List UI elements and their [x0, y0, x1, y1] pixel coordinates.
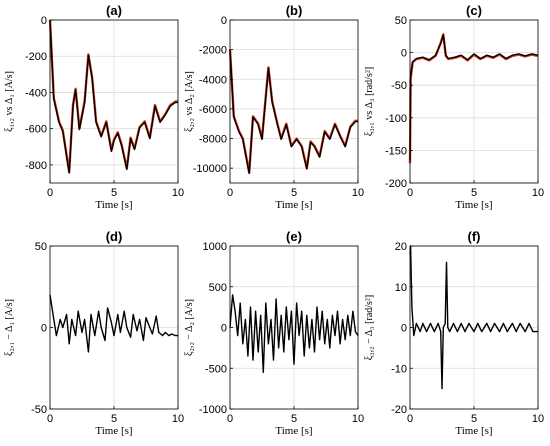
x-tick-label: 5 — [111, 187, 117, 199]
panel-title: (d) — [106, 229, 123, 244]
y-tick-label: -100 — [385, 113, 407, 125]
x-tick-label: 5 — [291, 187, 297, 199]
y-tick-label: -400 — [25, 87, 47, 99]
y-tick-label: 0 — [41, 323, 47, 335]
x-tick-label: 0 — [407, 187, 413, 199]
y-tick-label: 10 — [395, 282, 407, 294]
x-axis-label: Time [s] — [95, 199, 132, 211]
y-axis-label: ξ₃,₂ − Δ₃ [rad/s²] — [364, 295, 375, 361]
panel-e: 0 5 10 1000 500 0 -500 -1000 (e) Time [s] ξ₂,₂ − Δ… — [184, 229, 364, 437]
y-tick-label: -800 — [25, 160, 47, 172]
y-axis-label: ξ₂,₂ vs Δ₂ [A/s] — [184, 71, 195, 132]
x-tick-label: 5 — [471, 413, 477, 425]
x-tick-label: 5 — [291, 413, 297, 425]
panel-title: (b) — [286, 3, 303, 18]
x-tick-label: 0 — [227, 187, 233, 199]
y-tick-label: 0 — [221, 15, 227, 27]
x-tick-label: 10 — [172, 187, 184, 199]
panel-title: (c) — [466, 3, 482, 18]
series-line — [229, 294, 359, 373]
y-axis-label: ξ₂,₂ − Δ₂ [A/s] — [184, 299, 195, 356]
y-tick-label: -10 — [391, 363, 407, 375]
x-axis-label: Time [s] — [275, 425, 312, 437]
y-tick-label: -500 — [205, 363, 227, 375]
series-line — [49, 294, 178, 353]
y-tick-label: -10000 — [193, 163, 227, 175]
x-tick-label: 10 — [532, 187, 544, 199]
x-tick-label: 0 — [47, 413, 53, 425]
y-tick-label: 0 — [401, 323, 407, 335]
y-tick-label: 500 — [209, 282, 227, 294]
y-tick-label: -20 — [391, 404, 407, 416]
y-tick-label: 0 — [221, 323, 227, 335]
y-axis-label: ξ₂,₁ − Δ₁ [A/s] — [4, 299, 15, 356]
x-tick-label: 0 — [47, 187, 53, 199]
y-tick-label: -4000 — [199, 74, 227, 86]
x-axis-label: Time [s] — [95, 425, 132, 437]
y-axis-label: ξ₁,₂ vs Δ₁ [A/s] — [4, 71, 15, 132]
y-tick-label: -2000 — [199, 45, 227, 57]
y-tick-label: -50 — [391, 80, 407, 92]
y-tick-label: 0 — [41, 15, 47, 27]
y-tick-label: 0 — [401, 48, 407, 60]
panel-title: (f) — [468, 229, 481, 244]
y-tick-label: -150 — [385, 145, 407, 157]
x-axis-label: Time [s] — [455, 199, 492, 211]
panel-title: (a) — [106, 3, 122, 18]
panel-f: 0 5 10 20 10 0 -10 -20 (f) Time [s] ξ₃,₂ − Δ₃ [rad… — [364, 229, 544, 437]
panel-title: (e) — [286, 229, 302, 244]
y-tick-label: -600 — [25, 124, 47, 136]
y-tick-label: -200 — [385, 178, 407, 190]
y-tick-label: -200 — [25, 51, 47, 63]
series-line — [409, 34, 539, 161]
x-tick-label: 10 — [352, 187, 364, 199]
y-tick-label: 50 — [35, 241, 47, 253]
series-line — [409, 245, 538, 390]
x-tick-label: 10 — [172, 413, 184, 425]
y-tick-label: -50 — [31, 404, 47, 416]
x-tick-label: 0 — [407, 413, 413, 425]
y-axis-label: ξ₃,₁ vs Δ₃ [rad/s²] — [364, 67, 375, 136]
y-tick-label: 50 — [395, 15, 407, 27]
y-tick-label: 20 — [395, 241, 407, 253]
panel-a: 0 5 10 0 -200 -400 -600 -800 (a) Time [s] ξ₁,₂ vs … — [4, 3, 184, 211]
y-tick-label: -6000 — [199, 104, 227, 116]
y-tick-label: 1000 — [203, 241, 227, 253]
series-line — [49, 19, 178, 174]
panel-b: 0 5 10 0 -2000 -4000 -6000 -8000 -10000 (b) Time [… — [184, 3, 364, 211]
panel-c: 0 5 10 50 0 -50 -100 -150 -200 (c) Time [s] ξ₃,₁ vs… — [364, 3, 544, 211]
x-tick-label: 10 — [352, 413, 364, 425]
x-tick-label: 10 — [532, 413, 544, 425]
x-tick-label: 5 — [471, 187, 477, 199]
x-tick-label: 5 — [111, 413, 117, 425]
x-axis-label: Time [s] — [455, 425, 492, 437]
y-tick-label: -8000 — [199, 134, 227, 146]
y-tick-label: -1000 — [199, 404, 227, 416]
series-line — [229, 49, 358, 175]
x-axis-label: Time [s] — [275, 199, 312, 211]
x-tick-label: 0 — [227, 413, 233, 425]
